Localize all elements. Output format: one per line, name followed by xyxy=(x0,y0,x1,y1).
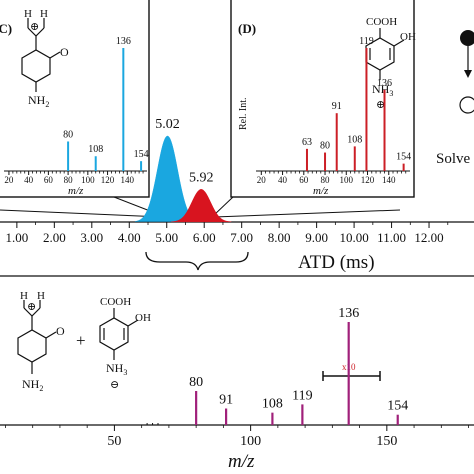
bottom-plot: 50 100 150 80 91 108 119 136 154 xyxy=(0,306,474,449)
bottom-bar-label: 119 xyxy=(292,388,312,403)
x-tick-label: 60 xyxy=(299,175,309,185)
atd-tick-label: 11.00 xyxy=(377,230,406,245)
bar-label: 136 xyxy=(377,78,392,89)
arrow-head xyxy=(464,70,472,78)
bottom-plus: + xyxy=(76,331,86,350)
bottom-structure-right xyxy=(99,308,139,360)
inset-c-plot: 20 40 60 80 100 120 140 80 108 136 154 xyxy=(4,36,149,185)
bottom-tick-label: 150 xyxy=(376,434,397,449)
inset-d-ylabel: Rel. Int. xyxy=(238,98,249,131)
x-tick-label: 140 xyxy=(121,175,135,185)
atd-tick-label: 1.00 xyxy=(5,230,28,245)
inset-d-charge: ⊕ xyxy=(376,99,385,111)
bar-label: 108 xyxy=(88,144,103,155)
bar-label: 80 xyxy=(320,141,330,152)
inset-c-frame xyxy=(0,0,150,198)
x-tick-label: 80 xyxy=(64,175,74,185)
bar-label: 91 xyxy=(332,101,342,112)
bottom-xlabel: m/z xyxy=(228,451,255,472)
side-diagram: Solve xyxy=(436,30,474,167)
x-tick-label: 140 xyxy=(382,175,396,185)
atd-tick-label: 3.00 xyxy=(80,230,103,245)
bar-label: 136 xyxy=(116,36,131,47)
atd-panel: 1.00 2.00 3.00 4.00 5.00 6.00 7.00 8.00 9.00 10.0… xyxy=(0,117,474,273)
bottom-spectrum: ⊕ H H O NH2 + COOH OH NH3 ⊖ x10 50 100 150… xyxy=(0,290,474,472)
inset-c-nh2: NH2 xyxy=(28,93,49,109)
bottom-bar-label: 108 xyxy=(262,397,283,412)
inset-c-oxygen: O xyxy=(60,45,69,59)
atd-tick-label: 6.00 xyxy=(193,230,216,245)
bottom-right-charge: ⊖ xyxy=(110,379,119,391)
atd-peak-label: 5.92 xyxy=(189,170,214,185)
bottom-right-nh3: NH3 xyxy=(106,361,127,377)
grouping-brace xyxy=(145,251,249,271)
bottom-right-cooh: COOH xyxy=(100,296,131,308)
atd-tick-label: 4.00 xyxy=(118,230,141,245)
atd-tick-label: 2.00 xyxy=(43,230,66,245)
atd-peak-label: 5.02 xyxy=(155,117,180,132)
atd-tick-label: 10.00 xyxy=(339,230,368,245)
open-node xyxy=(459,96,474,114)
bar-label: 108 xyxy=(347,134,362,145)
bottom-tick-label: 100 xyxy=(240,434,261,449)
bar-label: 154 xyxy=(134,149,149,160)
x-tick-label: 120 xyxy=(101,175,115,185)
inset-c: (C) ⊕ H H O NH2 20 40 60 80 100 120 140 80 108 13… xyxy=(0,0,150,198)
bottom-left-oxygen: O xyxy=(56,324,65,338)
x-tick-label: 100 xyxy=(340,175,354,185)
atd-peak xyxy=(171,189,232,223)
inset-c-panel-label: (C) xyxy=(0,21,12,36)
bottom-tick-label: 50 xyxy=(107,434,121,449)
bar-label: 63 xyxy=(302,137,312,148)
bottom-left-nh2: NH2 xyxy=(22,377,43,393)
atd-tick-label: 8.00 xyxy=(268,230,291,245)
x-tick-label: 60 xyxy=(44,175,54,185)
x-tick-label: 120 xyxy=(361,175,375,185)
bottom-bar-label: 136 xyxy=(338,306,359,321)
scale-annotation: x10 xyxy=(322,362,381,381)
atd-tick-label: 12.00 xyxy=(414,230,443,245)
bottom-structure-left xyxy=(17,300,57,374)
bottom-bar-label: 80 xyxy=(189,375,203,390)
bottom-left-h1: H xyxy=(20,290,28,302)
x-tick-label: 40 xyxy=(24,175,34,185)
bottom-left-h2: H xyxy=(37,290,45,302)
bottom-bar-label: 154 xyxy=(387,399,408,414)
inset-c-h2: H xyxy=(40,8,48,20)
atd-tick-label: 5.00 xyxy=(155,230,178,245)
side-label: Solve xyxy=(436,151,471,167)
atd-plot: 1.00 2.00 3.00 4.00 5.00 6.00 7.00 8.00 9.00 10.0… xyxy=(0,117,474,245)
filled-node xyxy=(460,30,474,46)
inset-c-h1: H xyxy=(24,8,32,20)
atd-xlabel: ATD (ms) xyxy=(298,252,375,273)
atd-tick-label: 9.00 xyxy=(305,230,328,245)
inset-d: (D) Rel. Int. COOH OH NH3 ⊕ 20 40 60 80 100 1… xyxy=(230,0,416,198)
atd-tick-label: 7.00 xyxy=(230,230,253,245)
bar-label: 154 xyxy=(396,152,411,163)
inset-c-structure xyxy=(21,18,61,92)
bottom-bar-label: 91 xyxy=(219,393,233,408)
inset-d-panel-label: (D) xyxy=(238,21,256,36)
x-tick-label: 20 xyxy=(257,175,267,185)
bar-label: 119 xyxy=(359,36,374,47)
bottom-right-oh: OH xyxy=(135,312,151,324)
inset-d-frame xyxy=(230,0,415,198)
inset-c-charge: ⊕ xyxy=(30,21,39,33)
x-tick-label: 100 xyxy=(81,175,95,185)
inset-d-plot: 20 40 60 80 100 120 140 63 80 91 108 119 136 154 xyxy=(256,36,411,185)
bottom-left-charge: ⊕ xyxy=(27,301,36,313)
inset-d-xlabel: m/z xyxy=(313,185,329,197)
x-tick-label: 80 xyxy=(321,175,331,185)
x-tick-label: 40 xyxy=(278,175,288,185)
inset-d-cooh: COOH xyxy=(366,16,397,28)
x-tick-label: 20 xyxy=(4,175,14,185)
inset-d-oh: OH xyxy=(400,31,416,43)
bar-label: 80 xyxy=(63,129,73,140)
inset-c-xlabel: m/z xyxy=(68,185,84,197)
